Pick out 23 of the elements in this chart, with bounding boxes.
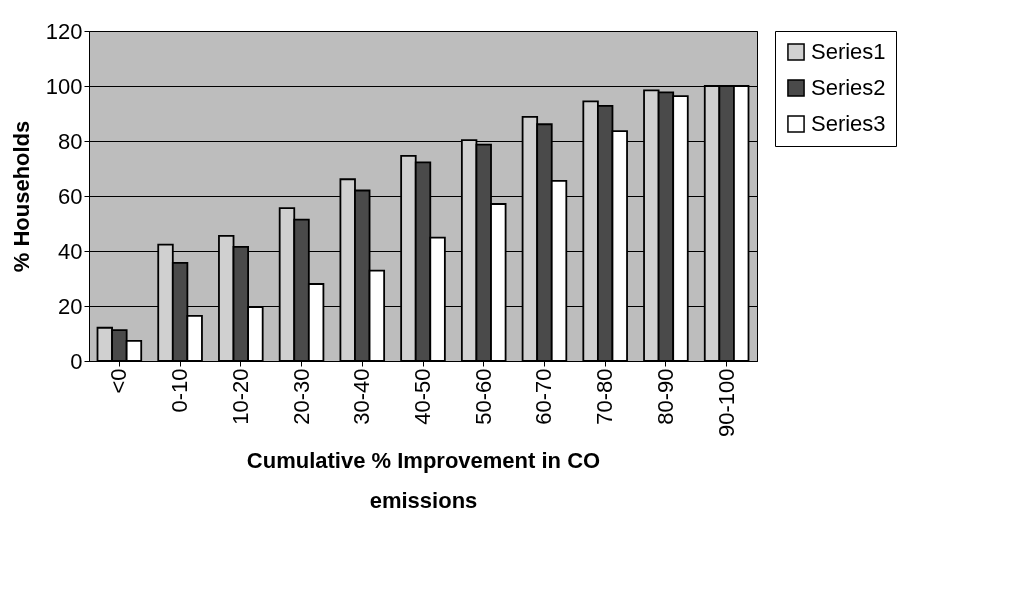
x-tick-label: 0-10 — [167, 368, 193, 413]
y-axis-title: % Households — [8, 120, 34, 273]
x-tick-label: 90-100 — [713, 368, 739, 438]
y-tick-label: 0 — [70, 348, 83, 374]
x-tick-label: <0 — [106, 368, 132, 394]
y-tick-label: 20 — [58, 293, 83, 319]
x-tick-label: 50-60 — [470, 368, 496, 425]
y-tick-label: 40 — [58, 238, 83, 264]
x-tick-label: 30-40 — [349, 368, 375, 425]
x-axis-title: Cumulative % Improvement in CO emissions — [246, 448, 601, 513]
x-tick-label: 40-50 — [410, 368, 435, 425]
legend-label: Series3 — [811, 111, 886, 136]
x-tick-label: 80-90 — [652, 368, 678, 425]
y-tick-label: 100 — [45, 73, 83, 99]
x-tick-label: 60-70 — [531, 368, 557, 425]
x-tick-label: 10-20 — [227, 368, 253, 425]
y-tick-label: 60 — [58, 183, 83, 209]
x-tick-label: 20-30 — [288, 368, 314, 425]
legend-label: Series1 — [811, 39, 886, 64]
y-tick-label: 80 — [58, 128, 83, 154]
legend-label: Series2 — [811, 75, 886, 100]
y-tick-label: 120 — [45, 18, 83, 44]
x-tick-label: 70-80 — [592, 368, 618, 425]
